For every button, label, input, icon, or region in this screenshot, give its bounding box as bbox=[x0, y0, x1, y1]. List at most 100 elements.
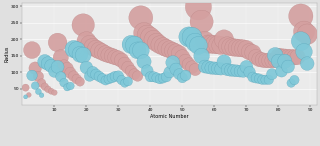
Point bbox=[93, 48, 99, 50]
Point bbox=[180, 56, 185, 59]
Point bbox=[202, 40, 207, 42]
Point bbox=[183, 74, 188, 77]
Point bbox=[58, 76, 63, 78]
Point bbox=[103, 53, 108, 55]
Point bbox=[93, 73, 99, 76]
Point bbox=[301, 30, 307, 33]
Point bbox=[247, 51, 252, 53]
Point bbox=[74, 49, 79, 51]
Point bbox=[196, 44, 201, 47]
Point bbox=[228, 46, 233, 48]
Point bbox=[205, 43, 211, 45]
Point bbox=[295, 56, 300, 58]
Point bbox=[215, 44, 220, 46]
Point bbox=[116, 57, 121, 59]
Point bbox=[125, 80, 131, 82]
Y-axis label: Radius: Radius bbox=[4, 46, 10, 62]
Point bbox=[273, 59, 278, 61]
Point bbox=[106, 78, 111, 80]
Point bbox=[199, 55, 204, 57]
Point bbox=[55, 41, 60, 44]
Point bbox=[81, 54, 86, 56]
Point bbox=[231, 46, 236, 49]
Point bbox=[263, 59, 268, 62]
Point bbox=[218, 68, 223, 70]
Point bbox=[29, 49, 35, 51]
Point bbox=[125, 66, 131, 69]
Point bbox=[257, 58, 262, 60]
Point bbox=[292, 79, 297, 81]
Point bbox=[42, 60, 47, 63]
Point bbox=[84, 40, 89, 42]
Point bbox=[170, 49, 175, 52]
Point bbox=[199, 21, 204, 23]
Point bbox=[77, 81, 83, 83]
Point bbox=[301, 51, 307, 53]
Point bbox=[231, 69, 236, 72]
Point bbox=[39, 82, 44, 84]
Point bbox=[228, 69, 233, 71]
Point bbox=[23, 86, 28, 89]
Point bbox=[129, 43, 134, 46]
Point bbox=[167, 48, 172, 51]
Point bbox=[212, 67, 217, 69]
Point bbox=[135, 49, 140, 52]
Point bbox=[282, 55, 287, 58]
Point bbox=[193, 41, 198, 44]
Point bbox=[257, 78, 262, 80]
Point bbox=[113, 75, 118, 78]
Point bbox=[253, 77, 259, 79]
Point bbox=[109, 55, 115, 57]
Point bbox=[167, 71, 172, 73]
Point bbox=[77, 53, 83, 55]
Point bbox=[45, 62, 51, 65]
Point bbox=[154, 41, 159, 44]
Point bbox=[132, 44, 137, 46]
Point bbox=[157, 44, 163, 46]
Point bbox=[237, 70, 243, 72]
Point bbox=[138, 49, 143, 52]
Point bbox=[170, 61, 175, 64]
Point bbox=[33, 85, 38, 87]
Point bbox=[305, 62, 310, 65]
Point bbox=[221, 38, 227, 41]
Point bbox=[23, 96, 28, 98]
Point bbox=[241, 47, 246, 50]
Point bbox=[276, 60, 281, 62]
Point bbox=[90, 46, 95, 48]
X-axis label: Atomic Number: Atomic Number bbox=[150, 114, 189, 119]
Point bbox=[52, 91, 57, 94]
Point bbox=[138, 17, 143, 19]
Point bbox=[298, 40, 303, 42]
Point bbox=[119, 59, 124, 61]
Point bbox=[273, 54, 278, 57]
Point bbox=[151, 39, 156, 41]
Point bbox=[122, 63, 127, 65]
Point bbox=[33, 67, 38, 69]
Point bbox=[26, 94, 31, 96]
Point bbox=[269, 59, 275, 62]
Point bbox=[289, 82, 294, 84]
Point bbox=[282, 60, 287, 62]
Point bbox=[109, 77, 115, 79]
Point bbox=[189, 36, 195, 38]
Point bbox=[186, 63, 191, 66]
Point bbox=[177, 53, 182, 55]
Point bbox=[285, 56, 291, 58]
Point bbox=[279, 55, 284, 58]
Point bbox=[266, 79, 271, 81]
Point bbox=[173, 68, 179, 70]
Point bbox=[135, 75, 140, 77]
Point bbox=[148, 76, 153, 78]
Point bbox=[68, 72, 73, 74]
Point bbox=[205, 66, 211, 68]
Point bbox=[71, 48, 76, 50]
Point bbox=[148, 36, 153, 38]
Point bbox=[180, 77, 185, 79]
Point bbox=[173, 51, 179, 53]
Point bbox=[87, 43, 92, 46]
Point bbox=[90, 71, 95, 73]
Point bbox=[164, 47, 169, 49]
Point bbox=[196, 6, 201, 8]
Point bbox=[237, 47, 243, 49]
